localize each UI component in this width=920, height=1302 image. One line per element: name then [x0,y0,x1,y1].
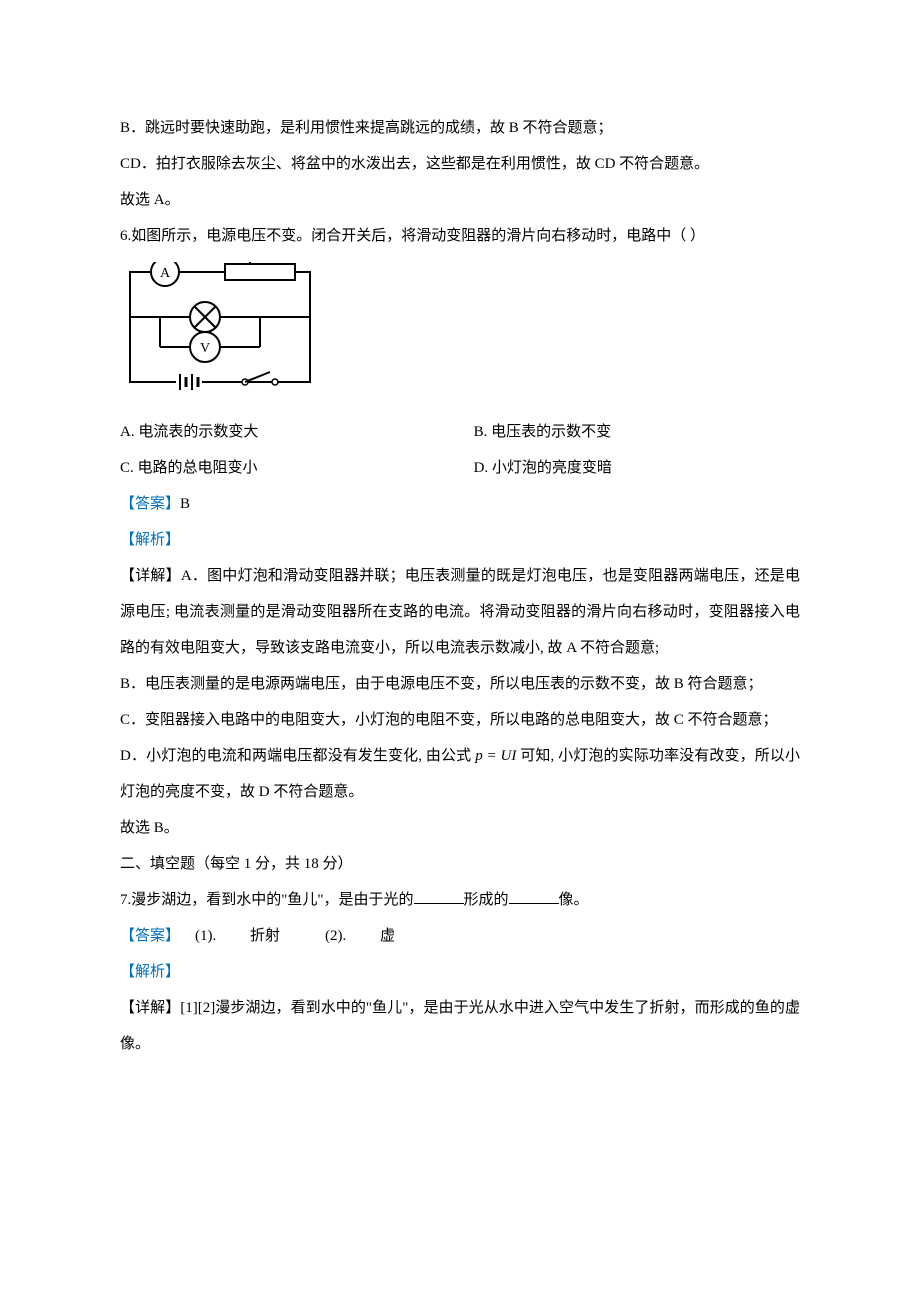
q7-stem-mid: 形成的 [464,892,509,908]
blank-1 [414,888,464,905]
q6-choices-row1: A. 电流表的示数变大 B. 电压表的示数不变 [120,414,800,450]
q7-answer: 【答案】 (1). 折射 (2). 虚 [120,918,800,954]
q7-a1-num: (1). [180,928,220,944]
q6-choice-c: C. 电路的总电阻变小 [120,450,474,486]
svg-text:A: A [160,266,171,281]
q6-analysis-label: 【解析】 [120,522,800,558]
q6-conclusion: 故选 B。 [120,810,800,846]
q6-answer-value: B [180,496,190,512]
q6-choices-row2: C. 电路的总电阻变小 D. 小灯泡的亮度变暗 [120,450,800,486]
q7-a2-num: (2). [310,928,350,944]
q6-detail-d-pre: D．小灯泡的电流和两端电压都没有发生变化, 由公式 [120,748,475,764]
q6-stem: 6.如图所示，电源电压不变。闭合开关后，将滑动变阻器的滑片向右移动时，电路中（ … [120,218,800,254]
blank-2 [509,888,559,905]
circuit-diagram: A V [120,254,800,414]
q7-stem: 7.漫步湖边，看到水中的"鱼儿"，是由于光的 形成的 像。 [120,882,800,918]
analysis-label: 【解析】 [120,532,180,548]
q6-answer: 【答案】B [120,486,800,522]
q7-stem-post: 像。 [559,892,589,908]
q6-choice-d: D. 小灯泡的亮度变暗 [474,450,800,486]
section2-title: 二、填空题（每空 1 分，共 18 分） [120,846,800,882]
q7-stem-pre: 7.漫步湖边，看到水中的"鱼儿"，是由于光的 [120,892,414,908]
q6-choice-a: A. 电流表的示数变大 [120,414,474,450]
q7-analysis-label: 【解析】 [120,954,800,990]
intro-line-b: B．跳远时要快速助跑，是利用惯性来提高跳远的成绩，故 B 不符合题意； [120,110,800,146]
analysis-label: 【解析】 [120,964,180,980]
svg-text:V: V [200,341,210,356]
intro-conclusion: 故选 A。 [120,182,800,218]
q7-a2-text: 虚 [380,928,395,944]
answer-label: 【答案】 [120,928,180,944]
q6-detail-b: B．电压表测量的是电源两端电压，由于电源电压不变，所以电压表的示数不变，故 B … [120,666,800,702]
q6-choice-b: B. 电压表的示数不变 [474,414,800,450]
formula-p-ui: p = UI [475,748,516,764]
q6-detail-d: D．小灯泡的电流和两端电压都没有发生变化, 由公式 p = UI 可知, 小灯泡… [120,738,800,810]
q7-detail: 【详解】[1][2]漫步湖边，看到水中的"鱼儿"，是由于光从水中进入空气中发生了… [120,990,800,1062]
q6-detail-a: 【详解】A．图中灯泡和滑动变阻器并联；电压表测量的既是灯泡电压，也是变阻器两端电… [120,558,800,666]
q7-a1-text: 折射 [250,928,280,944]
intro-line-cd: CD．拍打衣服除去灰尘、将盆中的水泼出去，这些都是在利用惯性，故 CD 不符合题… [120,146,800,182]
q6-detail-c: C．变阻器接入电路中的电阻变大，小灯泡的电阻不变，所以电路的总电阻变大，故 C … [120,702,800,738]
answer-label: 【答案】 [120,496,180,512]
